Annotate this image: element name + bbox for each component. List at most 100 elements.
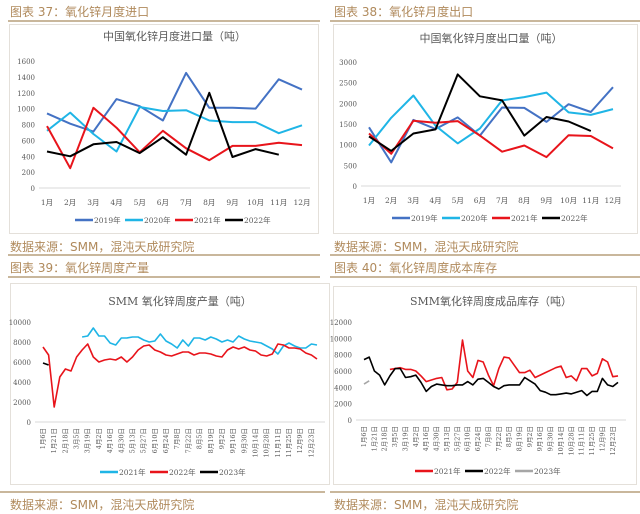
x-tick-label: 7月 (180, 198, 192, 207)
x-tick-label: 5月13日 (443, 426, 451, 451)
series-line-2022年 (46, 91, 280, 158)
divider (8, 276, 320, 278)
source-note: 数据来源：SMM，混沌天成研究院 (334, 498, 519, 512)
y-tick-label: 4000 (334, 384, 352, 392)
x-tick-label: 2月18日 (381, 426, 389, 451)
x-tick-label: 2月 (64, 198, 76, 207)
x-tick-label: 6月 (157, 198, 169, 207)
x-tick-label: 9月30日 (547, 426, 555, 451)
x-tick-label: 9月2日 (526, 426, 534, 447)
x-tick-label: 3月5日 (73, 428, 81, 449)
x-tick-label: 7月8日 (173, 428, 181, 449)
y-tick-label: 10000 (9, 319, 31, 327)
x-tick-label: 4月16日 (106, 428, 114, 453)
x-tick-label: 9月30日 (240, 428, 248, 453)
x-tick-label: 1月 (41, 198, 53, 207)
legend-label: 2022年 (484, 466, 511, 476)
y-tick-label: 600 (22, 137, 35, 145)
legend-label: 2019年 (94, 215, 121, 225)
y-tick-label: 2000 (334, 401, 352, 409)
x-tick-label: 10月14日 (251, 428, 259, 458)
x-tick-label: 11月11日 (578, 426, 586, 456)
legend-label: 2022年 (244, 215, 271, 225)
figure-38-heading: 图表 38：氧化锌月度出口 (334, 5, 474, 19)
y-tick-label: 4000 (13, 379, 31, 387)
y-tick-label: 8000 (334, 352, 352, 360)
y-tick-label: 10000 (330, 335, 352, 343)
source-note: 数据来源：SMM，混沌天成研究院 (10, 240, 195, 254)
x-tick-label: 9月2日 (218, 428, 226, 449)
x-tick-label: 1月21日 (50, 428, 58, 453)
x-tick-label: 1月6日 (360, 426, 368, 447)
x-tick-label: 7月22日 (495, 426, 503, 451)
x-tick-label: 1月21日 (370, 426, 378, 451)
y-tick-label: 2000 (13, 399, 31, 407)
divider (330, 491, 640, 493)
series-line-2021年 (81, 327, 318, 355)
y-tick-label: 8000 (13, 339, 31, 347)
x-tick-label: 6月10日 (464, 426, 472, 451)
divider (330, 276, 640, 278)
y-tick-label: 3000 (339, 59, 357, 67)
x-tick-label: 7月 (496, 196, 508, 205)
y-tick-label: 12000 (330, 319, 352, 327)
x-tick-label: 12月23日 (609, 426, 617, 456)
source-note: 数据来源：SMM，混沌天成研究院 (334, 240, 519, 254)
x-tick-label: 11月 (270, 198, 287, 207)
x-tick-label: 8月 (203, 198, 215, 207)
series-line-2020年 (46, 106, 303, 153)
x-tick-label: 9月16日 (536, 426, 544, 451)
figure-37-heading: 图表 37：氧化锌月度进口 (10, 5, 150, 19)
x-tick-label: 10月14日 (557, 426, 565, 456)
y-tick-label: 0 (31, 185, 35, 193)
x-tick-label: 8月 (518, 196, 530, 205)
figure-40-heading: 图表 40：氧化锌周度成本库存 (334, 261, 498, 275)
x-tick-label: 4月2日 (95, 428, 103, 449)
x-tick-label: 4月30日 (117, 428, 125, 453)
x-tick-label: 11月11日 (274, 428, 282, 458)
figure-39-heading: 图表 39：氧化锌周度产量 (10, 261, 150, 275)
y-tick-label: 0 (348, 417, 352, 425)
y-tick-label: 1000 (17, 106, 35, 114)
source-note: 数据来源：SMM，混沌天成研究院 (10, 498, 195, 512)
x-tick-label: 12月9日 (296, 428, 304, 453)
series-line-2022年 (42, 343, 318, 408)
x-tick-label: 12月 (604, 196, 621, 205)
x-tick-label: 5月27日 (453, 426, 461, 451)
x-tick-label: 4月 (429, 196, 441, 205)
series-line-2021年 (368, 119, 614, 159)
x-tick-label: 4月 (110, 198, 122, 207)
y-tick-label: 800 (22, 122, 35, 130)
x-tick-label: 4月30日 (433, 426, 441, 451)
legend-label: 2020年 (461, 213, 488, 223)
series-line-2023年 (363, 380, 370, 385)
series-line-2022年 (363, 356, 619, 397)
y-tick-label: 1500 (339, 121, 357, 129)
x-tick-label: 10月 (560, 196, 577, 205)
y-tick-label: 0 (353, 183, 357, 191)
legend-label: 2020年 (144, 215, 171, 225)
x-tick-label: 5月27日 (140, 428, 148, 453)
chart-panel-import (9, 24, 319, 234)
x-tick-label: 5月 (134, 198, 146, 207)
x-tick-label: 3月 (407, 196, 419, 205)
x-tick-label: 1月 (363, 196, 375, 205)
series-line-2021年 (46, 106, 303, 170)
series-line-2019年 (46, 71, 303, 133)
legend-label: 2021年 (119, 467, 146, 477)
x-tick-label: 3月5日 (391, 426, 399, 447)
x-tick-label: 4月16日 (422, 426, 430, 451)
x-tick-label: 10月 (247, 198, 264, 207)
series-line-2020年 (368, 91, 614, 147)
chart-panel-export (333, 24, 638, 234)
y-tick-label: 400 (22, 153, 35, 161)
x-tick-label: 3月 (87, 198, 99, 207)
legend-label: 2021年 (194, 215, 221, 225)
legend-label: 2021年 (434, 466, 461, 476)
x-tick-label: 8月5日 (505, 426, 513, 447)
x-tick-label: 7月8日 (484, 426, 492, 447)
chart-title: 中国氧化锌月度进口量（吨） (103, 29, 246, 43)
legend-label: 2023年 (219, 467, 246, 477)
x-tick-label: 4月2日 (412, 426, 420, 447)
